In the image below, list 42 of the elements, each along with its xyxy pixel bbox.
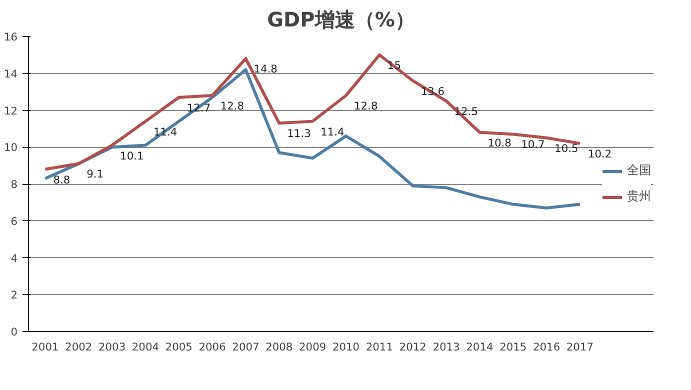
y-tick-label: 4: [10, 252, 18, 265]
x-tick-label: 2015: [500, 340, 527, 354]
x-tick-label: 2003: [98, 340, 126, 354]
x-tick-label: 2002: [65, 340, 92, 354]
y-tick-label: 0: [10, 326, 18, 338]
y-tick-label: 12: [4, 104, 18, 118]
x-tick-label: 2013: [432, 340, 460, 354]
x-tick-label: 2008: [266, 340, 293, 354]
data-label: 10.5: [554, 142, 578, 155]
x-tick-label: 2004: [132, 340, 160, 354]
data-label: 10.7: [521, 138, 545, 152]
data-label: 9.1: [86, 168, 104, 181]
y-tick-label: 10: [4, 141, 18, 154]
y-tick-label: 8: [10, 178, 18, 191]
data-label: 12.8: [354, 100, 378, 112]
x-tick-label: 2012: [399, 340, 426, 354]
legend-label: 全国: [627, 162, 651, 179]
y-tick-label: 14: [4, 67, 18, 80]
y-tick-label: 2: [10, 288, 18, 302]
data-label: 10.2: [588, 147, 612, 160]
data-label: 12.8: [220, 100, 244, 112]
data-label: 11.4: [320, 125, 345, 138]
data-label: 14.8: [254, 62, 278, 76]
data-label: 11.3: [287, 127, 311, 140]
chart-title: GDP增速（%）: [267, 8, 415, 32]
x-tick-label: 2011: [366, 340, 393, 354]
data-label: 10.8: [488, 136, 512, 150]
x-tick-label: 2007: [232, 340, 260, 354]
x-tick-label: 2017: [566, 340, 594, 354]
data-label: 8.8: [53, 173, 70, 186]
x-tick-label: 2009: [299, 340, 326, 354]
line-series: [44, 53, 582, 171]
x-tick-label: 2005: [165, 340, 192, 354]
legend-label: 贵州: [627, 188, 651, 205]
x-tick-label: 2010: [332, 340, 360, 354]
data-label: 10.1: [120, 149, 144, 162]
x-tick-label: 2006: [198, 340, 226, 354]
x-tick-label: 2016: [532, 340, 560, 354]
y-tick-label: 6: [10, 214, 18, 228]
x-tick-label: 2001: [32, 340, 59, 354]
x-tick-label: 2014: [466, 340, 494, 354]
y-tick-label: 16: [4, 30, 18, 44]
